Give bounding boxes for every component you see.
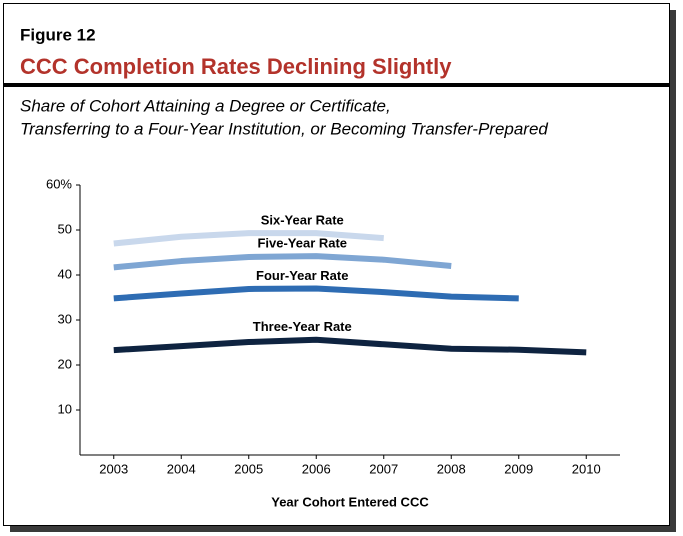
series-label: Five-Year Rate [257,236,347,251]
subtitle-line: Transferring to a Four-Year Institution,… [20,119,548,138]
series-label: Three-Year Rate [253,319,352,334]
x-axis-title: Year Cohort Entered CCC [271,494,429,509]
y-tick-label: 50 [58,221,72,236]
x-tick-label: 2003 [99,461,128,476]
title-rule [4,83,670,87]
y-tick-label: 10 [58,401,72,416]
series-line [113,285,519,302]
figure-label: Figure 12 [20,25,96,44]
subtitle-line: Share of Cohort Attaining a Degree or Ce… [20,96,391,115]
chart-title: CCC Completion Rates Declining Slightly [20,54,452,79]
x-tick-label: 2006 [302,461,331,476]
x-tick-label: 2010 [572,461,601,476]
y-tick-label: 20 [58,356,72,371]
x-tick-label: 2009 [504,461,533,476]
x-tick-label: 2007 [369,461,398,476]
series-label: Six-Year Rate [261,213,344,228]
series-label: Four-Year Rate [256,268,348,283]
figure-box [3,3,670,526]
x-tick-label: 2005 [234,461,263,476]
y-tick-label: 30 [58,311,72,326]
x-tick-label: 2008 [437,461,466,476]
series-line [113,253,452,271]
series-line [113,230,384,247]
y-tick-label: 60% [46,176,72,191]
x-tick-label: 2004 [167,461,196,476]
y-tick-label: 40 [58,266,72,281]
series-line [113,336,587,356]
